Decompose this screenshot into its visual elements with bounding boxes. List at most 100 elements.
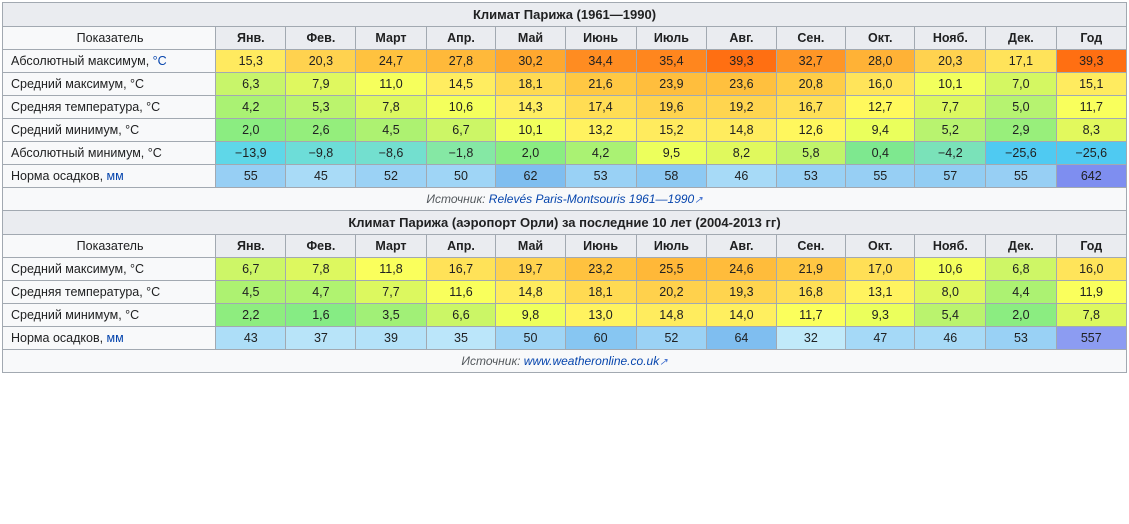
header-month-6: Июль xyxy=(636,235,707,258)
t2-source: Источник: www.weatheronline.co.uk↗ xyxy=(3,350,1127,373)
t2-avg-max-m8: 21,9 xyxy=(776,258,846,281)
header-month-0: Янв. xyxy=(216,235,286,258)
t2-avg-max-m1: 7,8 xyxy=(286,258,356,281)
t2-avg-max: Средний максимум, °C6,77,811,816,719,723… xyxy=(3,258,1127,281)
t1-precip-m5: 53 xyxy=(565,165,636,188)
t2-avg-max-m4: 19,7 xyxy=(496,258,565,281)
t1-source: Источник: Relevés Paris-Montsouris 1961—… xyxy=(3,188,1127,211)
t2-avg-min-m5: 13,0 xyxy=(565,304,636,327)
t2-avg-min-m0: 2,2 xyxy=(216,304,286,327)
t2-precip: Норма осадков, мм43373935506052643247465… xyxy=(3,327,1127,350)
unit-celsius-link[interactable]: °C xyxy=(153,54,167,68)
t1-precip-m11: 55 xyxy=(986,165,1056,188)
t2-avg-temp: Средняя температура, °C4,54,77,711,614,8… xyxy=(3,281,1127,304)
t1-abs-max-m8: 32,7 xyxy=(776,50,846,73)
t1-precip-m0: 55 xyxy=(216,165,286,188)
t1-abs-min-m2: −8,6 xyxy=(356,142,426,165)
t2-avg-max-m7: 24,6 xyxy=(707,258,776,281)
t2-avg-min-year: 7,8 xyxy=(1056,304,1126,327)
t1-abs-max-m0: 15,3 xyxy=(216,50,286,73)
header-month-2: Март xyxy=(356,235,426,258)
t2-source-link[interactable]: www.weatheronline.co.uk xyxy=(524,354,659,368)
t1-avg-max-m9: 16,0 xyxy=(846,73,915,96)
t2-avg-max-m10: 10,6 xyxy=(915,258,986,281)
t1-avg-min-m7: 14,8 xyxy=(707,119,776,142)
t2-avg-temp-m3: 11,6 xyxy=(426,281,496,304)
header-month-4: Май xyxy=(496,27,565,50)
t1-avg-max-m6: 23,9 xyxy=(636,73,707,96)
t2-precip-m5: 60 xyxy=(565,327,636,350)
t1-avg-temp-m8: 16,7 xyxy=(776,96,846,119)
t1-abs-max-m4: 30,2 xyxy=(496,50,565,73)
t1-avg-min-label: Средний минимум, °C xyxy=(3,119,216,142)
t1-avg-temp-m1: 5,3 xyxy=(286,96,356,119)
t1-precip-m6: 58 xyxy=(636,165,707,188)
unit-mm-link[interactable]: мм xyxy=(107,331,124,345)
t2-precip-m10: 46 xyxy=(915,327,986,350)
t1-precip-m3: 50 xyxy=(426,165,496,188)
t1-avg-max-m11: 7,0 xyxy=(986,73,1056,96)
t1-source-link[interactable]: Relevés Paris-Montsouris 1961—1990 xyxy=(489,192,694,206)
header-month-10: Нояб. xyxy=(915,235,986,258)
t1-avg-temp-m3: 10,6 xyxy=(426,96,496,119)
t2-precip-m8: 32 xyxy=(776,327,846,350)
t1-avg-max-m5: 21,6 xyxy=(565,73,636,96)
t1-avg-temp-m4: 14,3 xyxy=(496,96,565,119)
t2-avg-min-m2: 3,5 xyxy=(356,304,426,327)
t1-avg-temp-m2: 7,8 xyxy=(356,96,426,119)
t1-abs-max-m3: 27,8 xyxy=(426,50,496,73)
t1-avg-max-m3: 14,5 xyxy=(426,73,496,96)
t1-abs-min-label: Абсолютный минимум, °C xyxy=(3,142,216,165)
t2-avg-min-m11: 2,0 xyxy=(986,304,1056,327)
t1-avg-max-m8: 20,8 xyxy=(776,73,846,96)
t1-avg-min-m2: 4,5 xyxy=(356,119,426,142)
t2-avg-temp-year: 11,9 xyxy=(1056,281,1126,304)
header-month-2: Март xyxy=(356,27,426,50)
header-month-1: Фев. xyxy=(286,235,356,258)
t1-avg-min-m4: 10,1 xyxy=(496,119,565,142)
t1-abs-min-m5: 4,2 xyxy=(565,142,636,165)
t1-precip-m1: 45 xyxy=(286,165,356,188)
column-headers: ПоказательЯнв.Фев.МартАпр.МайИюньИюльАвг… xyxy=(3,27,1127,50)
header-month-11: Дек. xyxy=(986,235,1056,258)
header-month-7: Авг. xyxy=(707,235,776,258)
t1-avg-min-m0: 2,0 xyxy=(216,119,286,142)
t2-avg-temp-m5: 18,1 xyxy=(565,281,636,304)
header-month-4: Май xyxy=(496,235,565,258)
header-year: Год xyxy=(1056,235,1126,258)
t2-precip-m3: 35 xyxy=(426,327,496,350)
t1-precip-m4: 62 xyxy=(496,165,565,188)
t1-precip: Норма осадков, мм55455250625358465355575… xyxy=(3,165,1127,188)
t1-abs-max-label: Абсолютный максимум, °C xyxy=(3,50,216,73)
t1-precip-m7: 46 xyxy=(707,165,776,188)
t1-avg-max-m4: 18,1 xyxy=(496,73,565,96)
t1-avg-temp-year: 11,7 xyxy=(1056,96,1126,119)
t1-avg-min-year: 8,3 xyxy=(1056,119,1126,142)
t1-abs-min-m4: 2,0 xyxy=(496,142,565,165)
unit-mm-link[interactable]: мм xyxy=(107,169,124,183)
t1-avg-temp-m7: 19,2 xyxy=(707,96,776,119)
t1-precip-m10: 57 xyxy=(915,165,986,188)
t2-avg-min-m1: 1,6 xyxy=(286,304,356,327)
t2-avg-min-m6: 14,8 xyxy=(636,304,707,327)
t1-avg-max-m7: 23,6 xyxy=(707,73,776,96)
t1-avg-temp-m5: 17,4 xyxy=(565,96,636,119)
t2-avg-max-m6: 25,5 xyxy=(636,258,707,281)
t2-avg-temp-label: Средняя температура, °C xyxy=(3,281,216,304)
t1-avg-max-m2: 11,0 xyxy=(356,73,426,96)
t1-precip-m2: 52 xyxy=(356,165,426,188)
external-link-icon: ↗ xyxy=(694,195,702,206)
header-month-0: Янв. xyxy=(216,27,286,50)
t1-abs-max-m1: 20,3 xyxy=(286,50,356,73)
header-month-7: Авг. xyxy=(707,27,776,50)
t1-source-cell: Источник: Relevés Paris-Montsouris 1961—… xyxy=(3,188,1127,211)
header-indicator: Показатель xyxy=(3,27,216,50)
t1-avg-max-m1: 7,9 xyxy=(286,73,356,96)
header-month-3: Апр. xyxy=(426,27,496,50)
t2-avg-max-year: 16,0 xyxy=(1056,258,1126,281)
t2-avg-temp-m8: 16,8 xyxy=(776,281,846,304)
t1-avg-temp: Средняя температура, °C4,25,37,810,614,3… xyxy=(3,96,1127,119)
t2-precip-label: Норма осадков, мм xyxy=(3,327,216,350)
t1-avg-temp-m6: 19,6 xyxy=(636,96,707,119)
t1-abs-max-m5: 34,4 xyxy=(565,50,636,73)
